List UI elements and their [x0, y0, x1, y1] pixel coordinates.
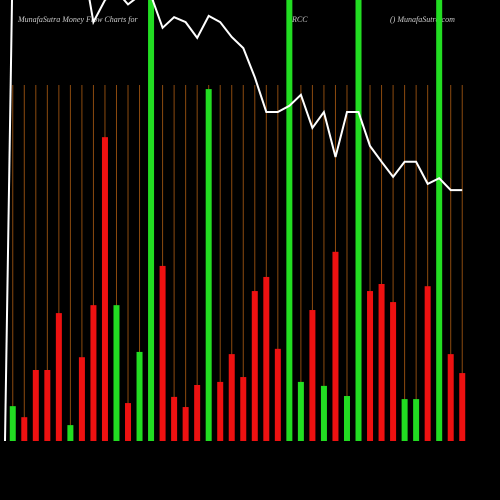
- bar: [240, 377, 247, 441]
- bar: [378, 284, 385, 441]
- bar: [320, 385, 327, 441]
- bar: [286, 0, 293, 441]
- bar: [90, 305, 97, 441]
- money-flow-line: [88, 0, 463, 192]
- bar: [171, 396, 178, 441]
- bar: [436, 0, 443, 441]
- bar: [424, 286, 431, 441]
- bar: [447, 354, 454, 441]
- bar: [228, 354, 235, 441]
- bar: [32, 369, 39, 441]
- bar: [182, 407, 189, 441]
- bar: [159, 265, 166, 441]
- bar: [367, 291, 374, 441]
- bar: [113, 305, 120, 441]
- chart-title: MunafaSutra Money Flow Charts for: [17, 15, 138, 24]
- bar: [9, 406, 16, 441]
- bar: [332, 251, 339, 441]
- bar: [401, 399, 408, 441]
- bar: [309, 310, 316, 441]
- bar: [459, 373, 466, 441]
- bar: [205, 89, 212, 441]
- bar: [343, 396, 350, 441]
- bar: [148, 0, 155, 441]
- bar: [217, 381, 224, 441]
- bar: [55, 313, 62, 441]
- line-lead: [4, 0, 13, 442]
- bar: [125, 403, 132, 441]
- bar: [67, 425, 74, 441]
- bar: [21, 417, 28, 441]
- bar: [194, 384, 201, 441]
- bar: [263, 276, 270, 441]
- source: () MunafaSutra.com: [390, 15, 455, 24]
- bar: [44, 369, 51, 441]
- ticker: SRCC: [288, 15, 308, 24]
- bar: [101, 137, 108, 441]
- bar: [251, 291, 258, 441]
- bar: [136, 351, 143, 441]
- bar: [355, 0, 362, 441]
- bar: [78, 357, 85, 441]
- bar: [390, 302, 397, 441]
- bar: [297, 381, 304, 441]
- bar: [274, 348, 281, 441]
- bar: [413, 399, 420, 441]
